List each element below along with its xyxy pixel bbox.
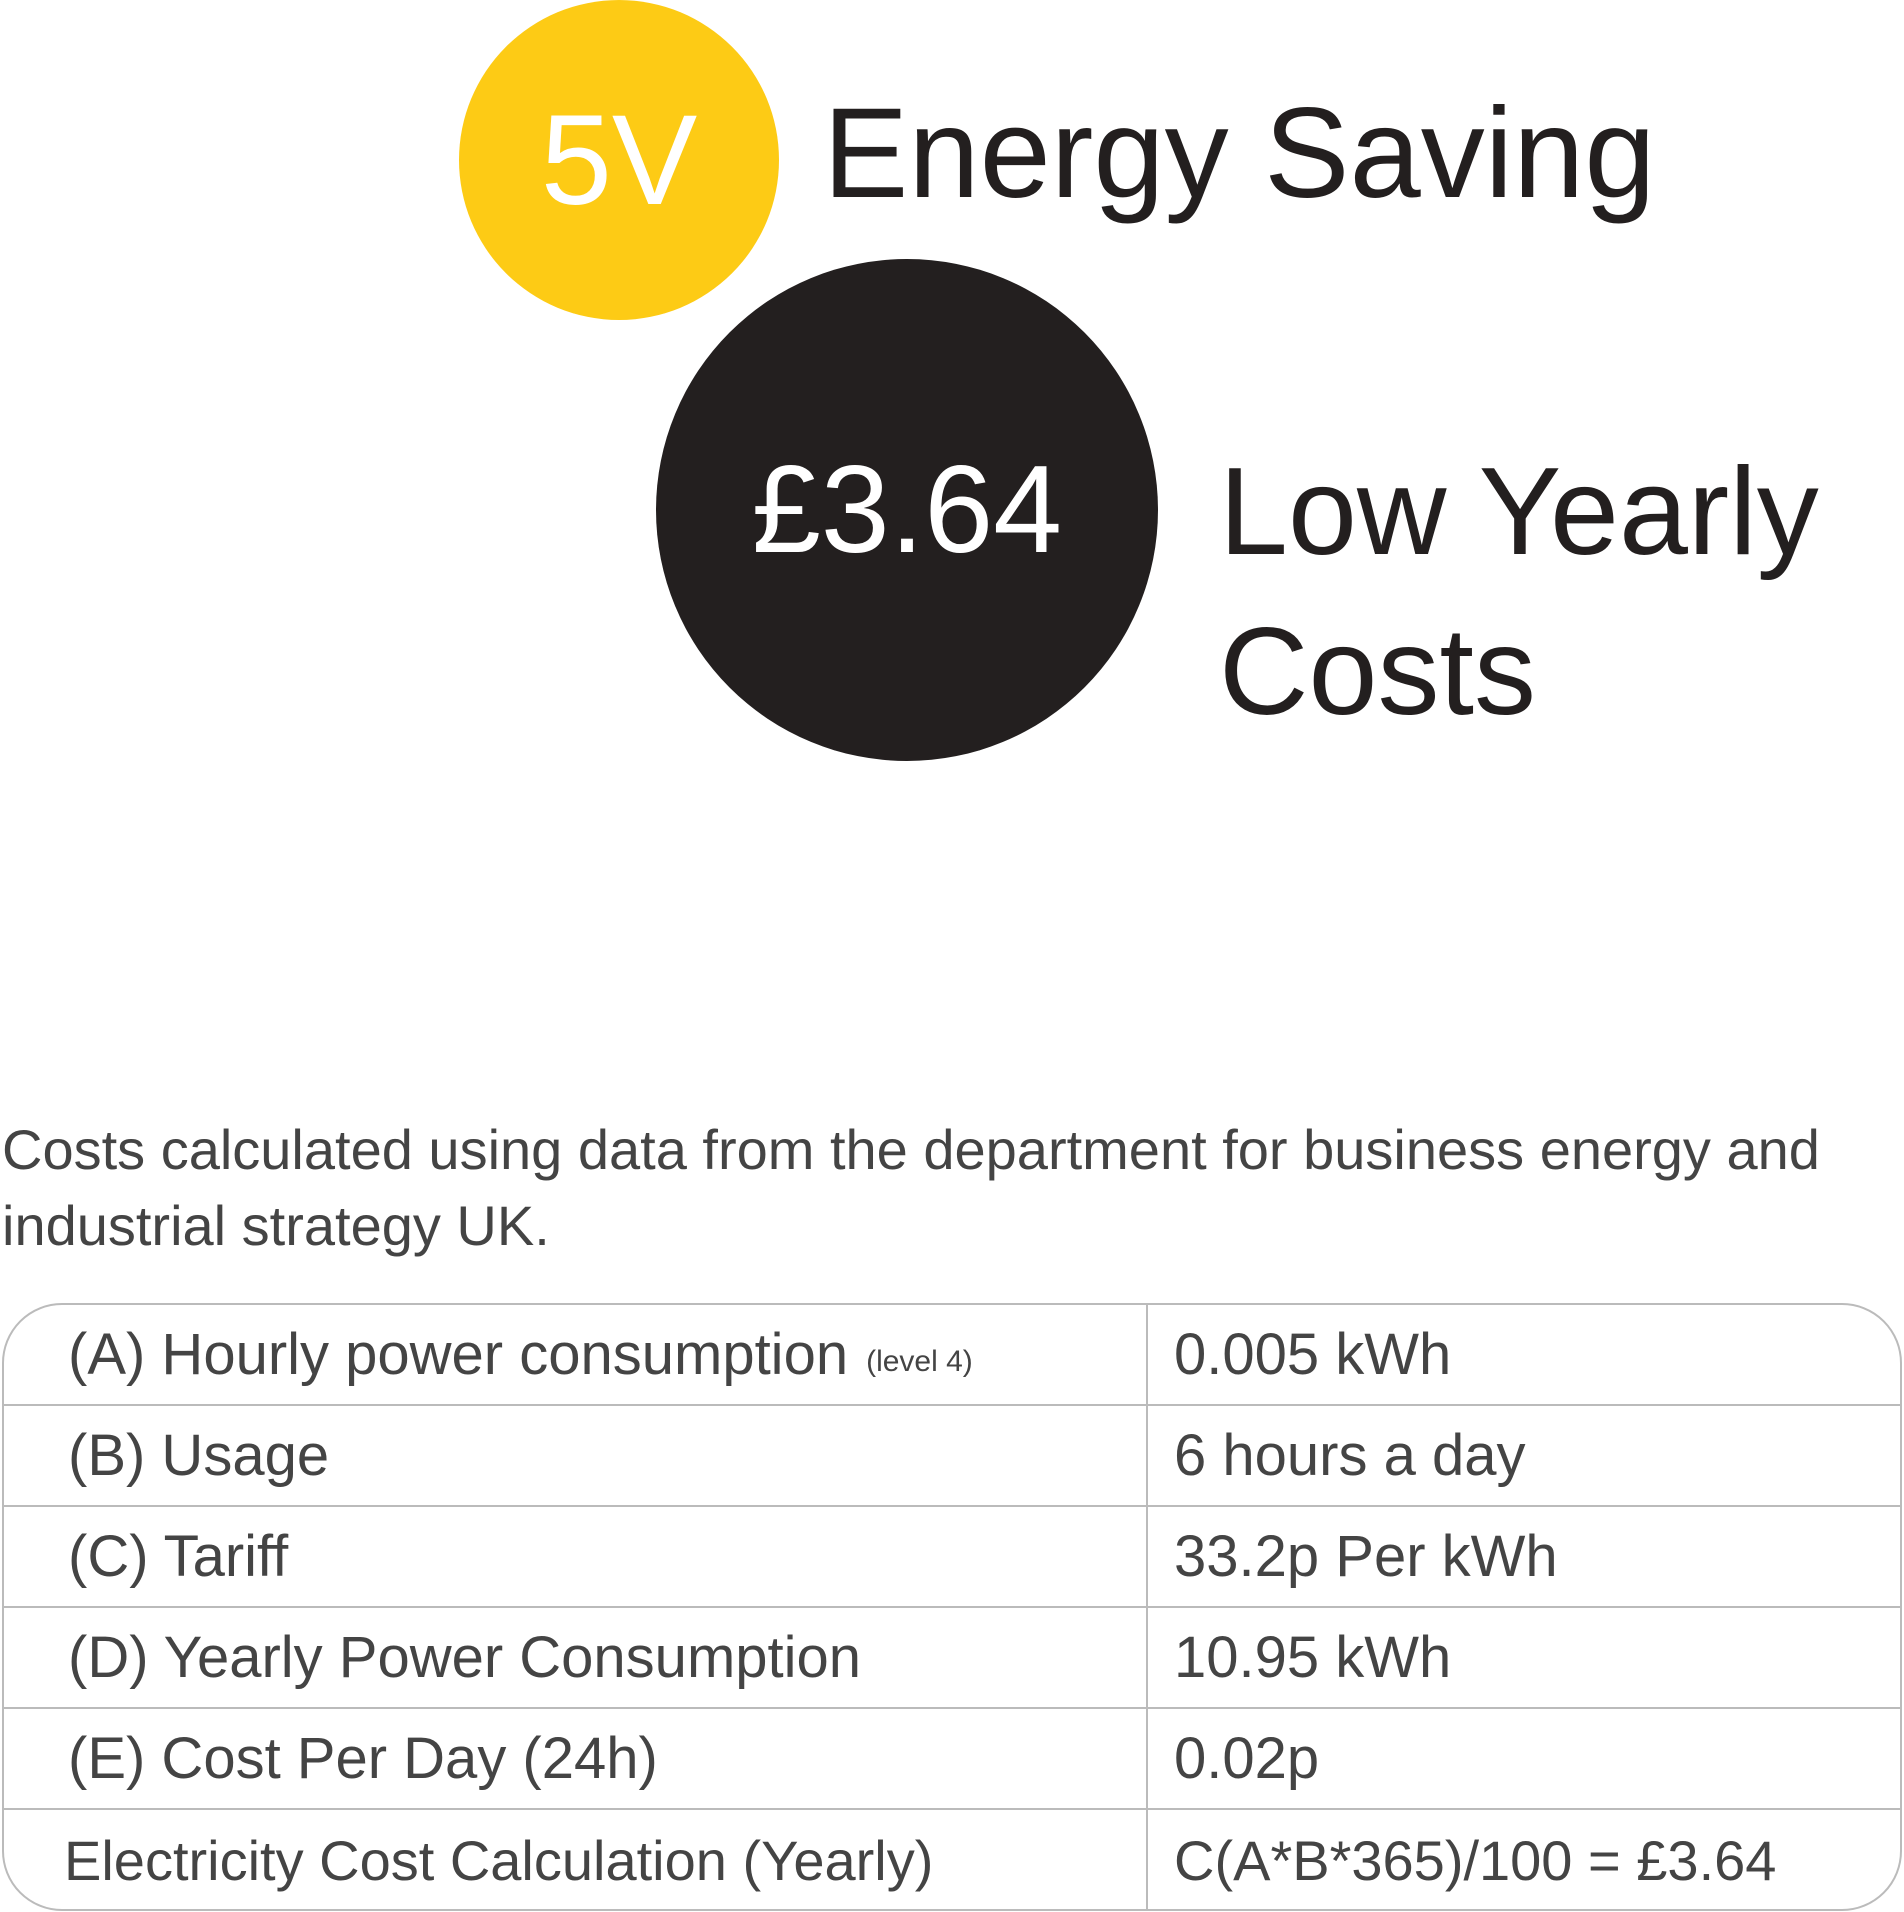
voltage-badge: 5V [459,0,779,320]
table-row: (D) Yearly Power Consumption 10.95 kWh [4,1608,1900,1709]
yearly-cost-badge: £3.64 [656,259,1158,761]
energy-saving-heading: Energy Saving [823,82,1656,225]
label-text: (A) Hourly power consumption [68,1322,849,1387]
row-label: (E) Cost Per Day (24h) [4,1709,1148,1808]
row-value: 10.95 kWh [1174,1625,1452,1690]
table-row: (B) Usage 6 hours a day [4,1406,1900,1507]
row-label: (C) Tariff [4,1507,1148,1606]
row-label: (A) Hourly power consumption (level 4) [4,1305,1148,1404]
source-note: Costs calculated using data from the dep… [2,1118,1820,1257]
row-value: C(A*B*365)/100 = £3.64 [1174,1829,1777,1892]
row-value: 0.02p [1174,1726,1320,1791]
table-row: (C) Tariff 33.2p Per kWh [4,1507,1900,1608]
yearly-cost-text: £3.64 [751,441,1063,579]
costs-heading: Costs [1219,603,1536,741]
row-label: Electricity Cost Calculation (Yearly) [4,1810,1148,1909]
row-value: 33.2p Per kWh [1174,1524,1558,1589]
voltage-text: 5V [540,88,698,232]
table-row: (A) Hourly power consumption (level 4) 0.… [4,1305,1900,1406]
row-label: (D) Yearly Power Consumption [4,1608,1148,1707]
low-yearly-heading: Low Yearly [1219,443,1819,581]
row-value: 0.005 kWh [1174,1322,1452,1387]
table-row: (E) Cost Per Day (24h) 0.02p [4,1709,1900,1810]
cost-table: (A) Hourly power consumption (level 4) 0.… [2,1303,1902,1911]
table-row: Electricity Cost Calculation (Yearly) C(… [4,1810,1900,1909]
level-note: (level 4) [866,1344,973,1378]
row-label: (B) Usage [4,1406,1148,1505]
row-value: 6 hours a day [1174,1423,1526,1488]
